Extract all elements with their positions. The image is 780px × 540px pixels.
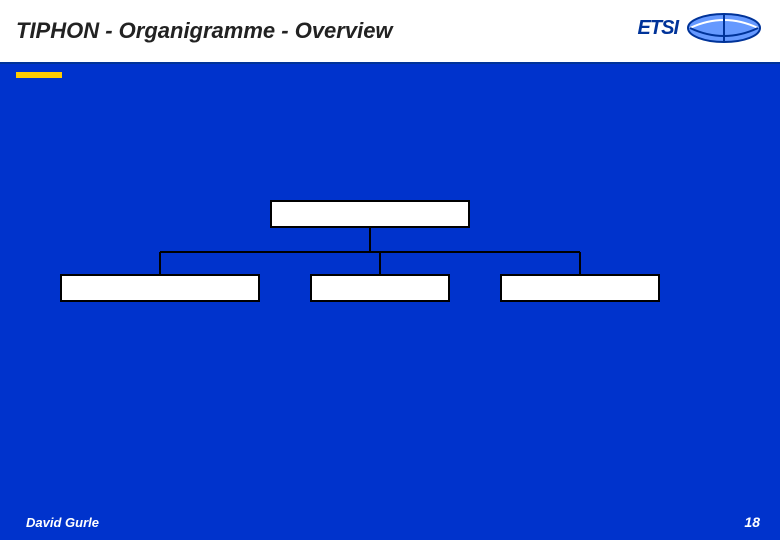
org-chart [0, 200, 780, 340]
slide-title: TIPHON - Organigramme - Overview [16, 18, 393, 44]
org-node-child-1 [60, 274, 260, 302]
etsi-logo: ETSI [638, 8, 764, 48]
org-node-child-2 [310, 274, 450, 302]
etsi-swoosh-icon [684, 8, 764, 48]
author-name: David Gurle [26, 515, 99, 530]
slide-footer: David Gurle 18 [0, 504, 780, 540]
page-number: 18 [744, 514, 760, 530]
accent-bar [16, 72, 62, 78]
org-node-root [270, 200, 470, 228]
org-node-child-3 [500, 274, 660, 302]
etsi-logo-text: ETSI [638, 17, 678, 40]
slide-header: TIPHON - Organigramme - Overview ETSI [0, 0, 780, 64]
